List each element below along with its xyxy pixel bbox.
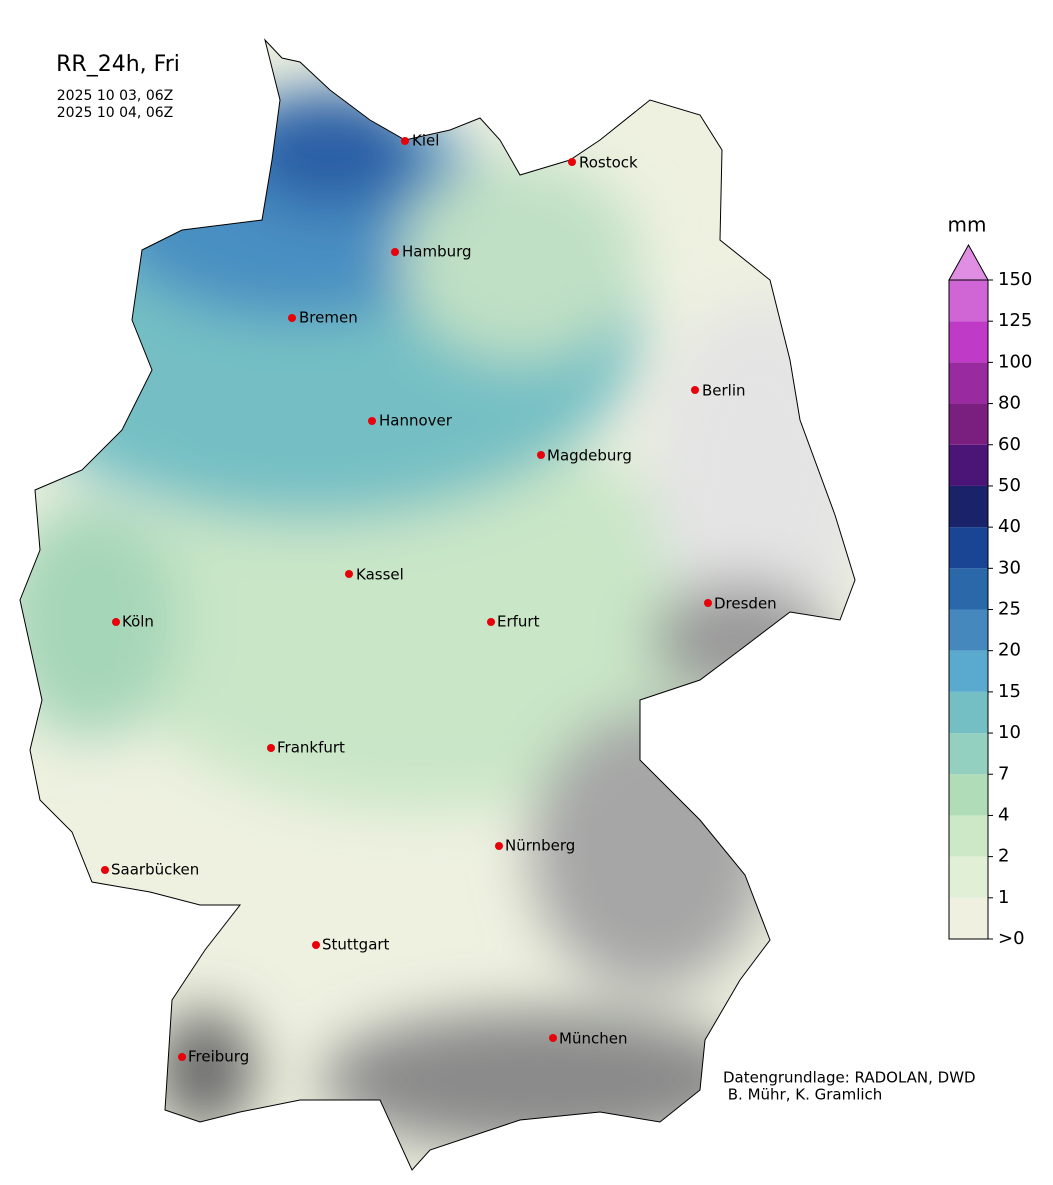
colorbar-extension xyxy=(948,243,989,281)
city-marker xyxy=(312,941,320,949)
colorbar-segment xyxy=(949,774,988,816)
colorbar-tick-label: 2 xyxy=(998,846,1009,867)
city-marker xyxy=(288,314,296,322)
city-marker xyxy=(704,599,712,607)
city-label: Hamburg xyxy=(402,243,472,261)
city-marker xyxy=(101,866,109,874)
city-marker xyxy=(401,137,409,145)
city-label: Dresden xyxy=(714,595,777,613)
city-label: Nürnberg xyxy=(505,837,575,855)
city-label: Berlin xyxy=(702,382,746,400)
colorbar-tick-label: 50 xyxy=(998,475,1021,496)
colorbar-segment xyxy=(949,568,988,610)
colorbar-segment xyxy=(949,280,988,322)
city-label: Magdeburg xyxy=(547,447,632,465)
colorbar: mm >0 1 2 4 7 10 15 20 25 30 40 50 60 80 100 125 150 xyxy=(948,213,1033,950)
city-label: Hannover xyxy=(379,412,453,430)
colorbar-tick-label: 4 xyxy=(998,804,1009,825)
colorbar-tick-label: 10 xyxy=(998,722,1021,743)
credit-source: Datengrundlage: RADOLAN, DWD xyxy=(723,1069,976,1087)
cities: Kiel Rostock Hamburg Bremen Berlin Hanno… xyxy=(101,132,777,1066)
city-label: Frankfurt xyxy=(277,739,345,757)
colorbar-segment xyxy=(949,403,988,445)
colorbar-segment xyxy=(949,444,988,486)
colorbar-tick-label: 30 xyxy=(998,557,1021,578)
colorbar-segment xyxy=(949,691,988,734)
colorbar-tick-label: 80 xyxy=(998,393,1021,414)
city-marker xyxy=(345,570,353,578)
colorbar-tick-label: 1 xyxy=(998,887,1009,908)
city-marker xyxy=(112,618,120,626)
colorbar-segment xyxy=(949,485,988,528)
colorbar-segment xyxy=(949,897,988,939)
colorbar-segment xyxy=(949,527,988,569)
colorbar-segment xyxy=(949,650,988,692)
colorbar-segment xyxy=(949,856,988,898)
city-label: Saarbücken xyxy=(111,861,199,879)
colorbar-tick-label: 7 xyxy=(998,763,1009,784)
city-marker xyxy=(487,618,495,626)
colorbar-unit: mm xyxy=(948,213,987,237)
city-label: Rostock xyxy=(579,154,638,172)
city-marker xyxy=(178,1053,186,1061)
city-marker xyxy=(549,1034,557,1042)
colorbar-tick-label: 15 xyxy=(998,681,1021,702)
date-end: 2025 10 04, 06Z xyxy=(57,105,173,121)
city-label: Erfurt xyxy=(497,613,540,631)
colorbar-tick-label: 150 xyxy=(998,269,1032,290)
city-label: Stuttgart xyxy=(322,936,390,954)
colorbar-segment xyxy=(949,733,988,775)
precipitation-field xyxy=(20,40,855,1170)
city-marker xyxy=(537,451,545,459)
colorbar-segment xyxy=(949,321,988,363)
colorbar-tick-label: 60 xyxy=(998,434,1021,455)
date-start: 2025 10 03, 06Z xyxy=(57,88,173,104)
city-marker xyxy=(568,158,576,166)
city-marker xyxy=(391,248,399,256)
city-label: Freiburg xyxy=(188,1048,249,1066)
city-label: Kassel xyxy=(356,566,404,584)
colorbar-segment xyxy=(949,609,988,651)
colorbar-tick-label: >0 xyxy=(998,928,1025,949)
title: RR_24h, Fri xyxy=(56,52,180,77)
city-label: München xyxy=(559,1030,627,1048)
city-label: Kiel xyxy=(412,132,439,150)
colorbar-tick-label: 25 xyxy=(998,599,1021,620)
city-label: Bremen xyxy=(299,309,358,327)
colorbar-tick-label: 100 xyxy=(998,351,1032,372)
colorbar-tick-label: 125 xyxy=(998,310,1032,331)
city-marker xyxy=(368,417,376,425)
city-marker xyxy=(691,386,699,394)
credit-authors: B. Mühr, K. Gramlich xyxy=(723,1086,882,1104)
colorbar-segment xyxy=(949,362,988,404)
city-marker xyxy=(267,744,275,752)
colorbar-tick-label: 20 xyxy=(998,640,1021,661)
colorbar-segment xyxy=(949,815,988,857)
city-marker xyxy=(495,842,503,850)
colorbar-tick-label: 40 xyxy=(998,516,1021,537)
city-label: Köln xyxy=(122,613,154,631)
